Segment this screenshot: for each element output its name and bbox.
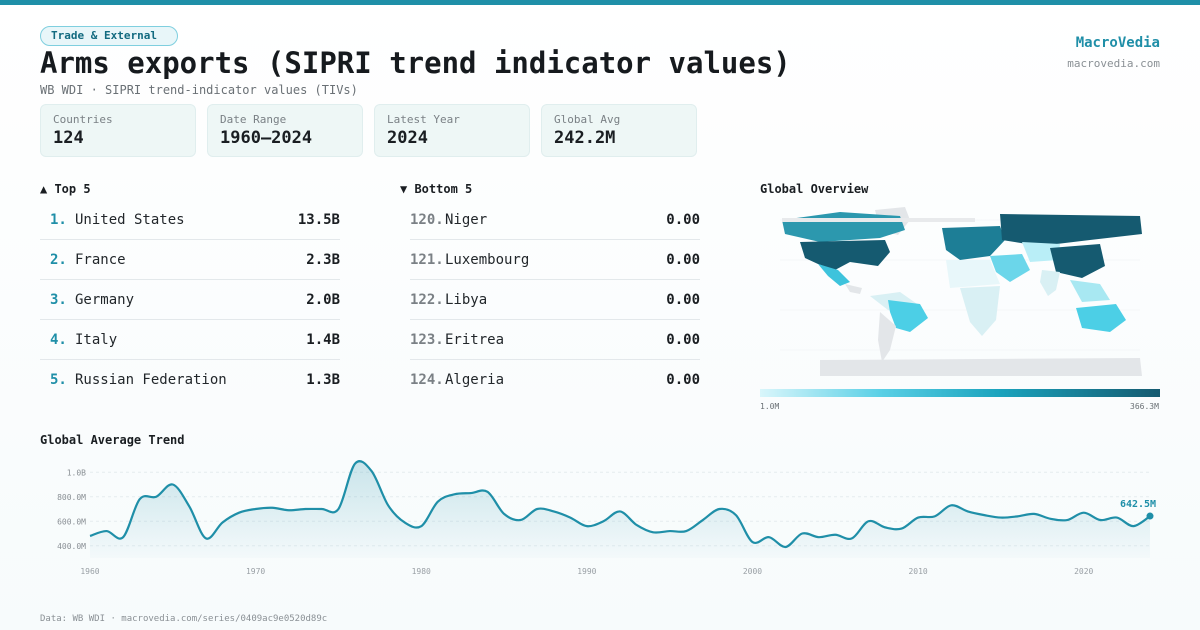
country-name: United States (75, 212, 185, 228)
page-subtitle: WB WDI · SIPRI trend-indicator values (T… (40, 83, 358, 97)
latest-point[interactable] (1147, 513, 1154, 520)
map-region-europe[interactable] (942, 226, 1005, 260)
map-region-usa[interactable] (800, 240, 890, 270)
country-value: 13.5B (298, 212, 340, 228)
rank: 3. (50, 292, 67, 308)
stat-label: Date Range (220, 113, 350, 126)
y-tick-label: 800.0M (57, 493, 86, 502)
world-map[interactable] (760, 200, 1160, 380)
latest-value-label: 642.5M (1120, 499, 1156, 510)
list-item[interactable]: 123. Eritrea 0.00 (410, 320, 700, 360)
stat-label: Countries (53, 113, 183, 126)
rank: 121. (410, 252, 444, 268)
stat-card-date-range: Date Range 1960–2024 (207, 104, 363, 157)
list-item[interactable]: 124. Algeria 0.00 (410, 360, 700, 400)
country-name: Germany (75, 292, 134, 308)
stat-card-global-avg: Global Avg 242.2M (541, 104, 697, 157)
list-item[interactable]: 5. Russian Federation 1.3B (40, 360, 340, 400)
x-tick-label: 1990 (577, 567, 596, 576)
top-accent-bar (0, 0, 1200, 5)
map-region-antarctica[interactable] (820, 358, 1142, 376)
country-value: 0.00 (666, 212, 700, 228)
legend-max-label: 366.3M (1130, 402, 1159, 411)
list-item[interactable]: 2. France 2.3B (40, 240, 340, 280)
map-region-africa-south[interactable] (960, 286, 1000, 336)
map-region-central-america[interactable] (845, 284, 862, 294)
list-item[interactable]: 122. Libya 0.00 (410, 280, 700, 320)
stat-label: Latest Year (387, 113, 517, 126)
rank: 124. (410, 372, 444, 388)
bottom5-heading: ▼ Bottom 5 (400, 182, 472, 196)
country-name: France (75, 252, 126, 268)
footer-source: Data: WB WDI · macrovedia.com/series/040… (40, 614, 327, 624)
page-title: Arms exports (SIPRI trend indicator valu… (40, 46, 791, 80)
x-tick-label: 2000 (743, 567, 762, 576)
country-value: 0.00 (666, 292, 700, 308)
map-region-india[interactable] (1040, 270, 1060, 296)
country-name: Italy (75, 332, 117, 348)
x-tick-label: 1980 (412, 567, 431, 576)
stat-value: 124 (53, 128, 183, 148)
category-badge[interactable]: Trade & External (40, 26, 178, 46)
country-value: 0.00 (666, 372, 700, 388)
map-region-australia[interactable] (1076, 304, 1126, 332)
map-region-canada[interactable] (782, 212, 905, 242)
rank: 4. (50, 332, 67, 348)
y-tick-label: 400.0M (57, 542, 86, 551)
rank: 122. (410, 292, 444, 308)
country-name: Luxembourg (445, 252, 529, 268)
stat-label: Global Avg (554, 113, 684, 126)
country-value: 0.00 (666, 332, 700, 348)
map-region-southeast-asia[interactable] (1070, 280, 1110, 302)
rank: 120. (410, 212, 444, 228)
rank: 1. (50, 212, 67, 228)
trend-heading: Global Average Trend (40, 433, 185, 447)
brand-url[interactable]: macrovedia.com (1067, 57, 1160, 70)
brand: MacroVedia macrovedia.com (1067, 35, 1160, 70)
country-value: 1.4B (306, 332, 340, 348)
map-region-alaska-canada-strip[interactable] (782, 218, 975, 222)
bottom5-list: 120. Niger 0.00 121. Luxembourg 0.00 122… (410, 200, 700, 400)
top5-list: 1. United States 13.5B 2. France 2.3B 3.… (40, 200, 340, 400)
list-item[interactable]: 4. Italy 1.4B (40, 320, 340, 360)
map-color-legend (760, 389, 1160, 397)
list-item[interactable]: 120. Niger 0.00 (410, 200, 700, 240)
rank: 5. (50, 372, 67, 388)
x-tick-label: 1970 (246, 567, 265, 576)
stat-value: 2024 (387, 128, 517, 148)
y-tick-label: 1.0B (67, 468, 86, 477)
list-item[interactable]: 3. Germany 2.0B (40, 280, 340, 320)
x-tick-label: 1960 (80, 567, 99, 576)
country-value: 1.3B (306, 372, 340, 388)
stat-card-countries: Countries 124 (40, 104, 196, 157)
x-tick-label: 2020 (1074, 567, 1093, 576)
legend-min-label: 1.0M (760, 402, 779, 411)
stat-card-latest-year: Latest Year 2024 (374, 104, 530, 157)
rank: 2. (50, 252, 67, 268)
map-region-russia[interactable] (1000, 214, 1142, 246)
country-name: Libya (445, 292, 487, 308)
country-value: 0.00 (666, 252, 700, 268)
country-name: Algeria (445, 372, 504, 388)
stat-value: 1960–2024 (220, 128, 350, 148)
list-item[interactable]: 121. Luxembourg 0.00 (410, 240, 700, 280)
trend-chart[interactable]: 400.0M 600.0M 800.0M 1.0B 1960 1970 1980 1990 2… (40, 450, 1180, 580)
x-axis-labels: 1960 1970 1980 1990 2000 2010 2020 (80, 567, 1093, 576)
y-tick-label: 600.0M (57, 517, 86, 526)
country-value: 2.0B (306, 292, 340, 308)
y-axis-labels: 400.0M 600.0M 800.0M 1.0B (57, 468, 86, 551)
x-tick-label: 2010 (908, 567, 927, 576)
brand-name[interactable]: MacroVedia (1067, 35, 1160, 51)
stat-value: 242.2M (554, 128, 684, 148)
top5-heading: ▲ Top 5 (40, 182, 91, 196)
country-name: Niger (445, 212, 487, 228)
map-region-africa-north[interactable] (946, 260, 1000, 288)
country-value: 2.3B (306, 252, 340, 268)
country-name: Eritrea (445, 332, 504, 348)
map-heading: Global Overview (760, 182, 868, 196)
rank: 123. (410, 332, 444, 348)
country-name: Russian Federation (75, 372, 227, 388)
list-item[interactable]: 1. United States 13.5B (40, 200, 340, 240)
